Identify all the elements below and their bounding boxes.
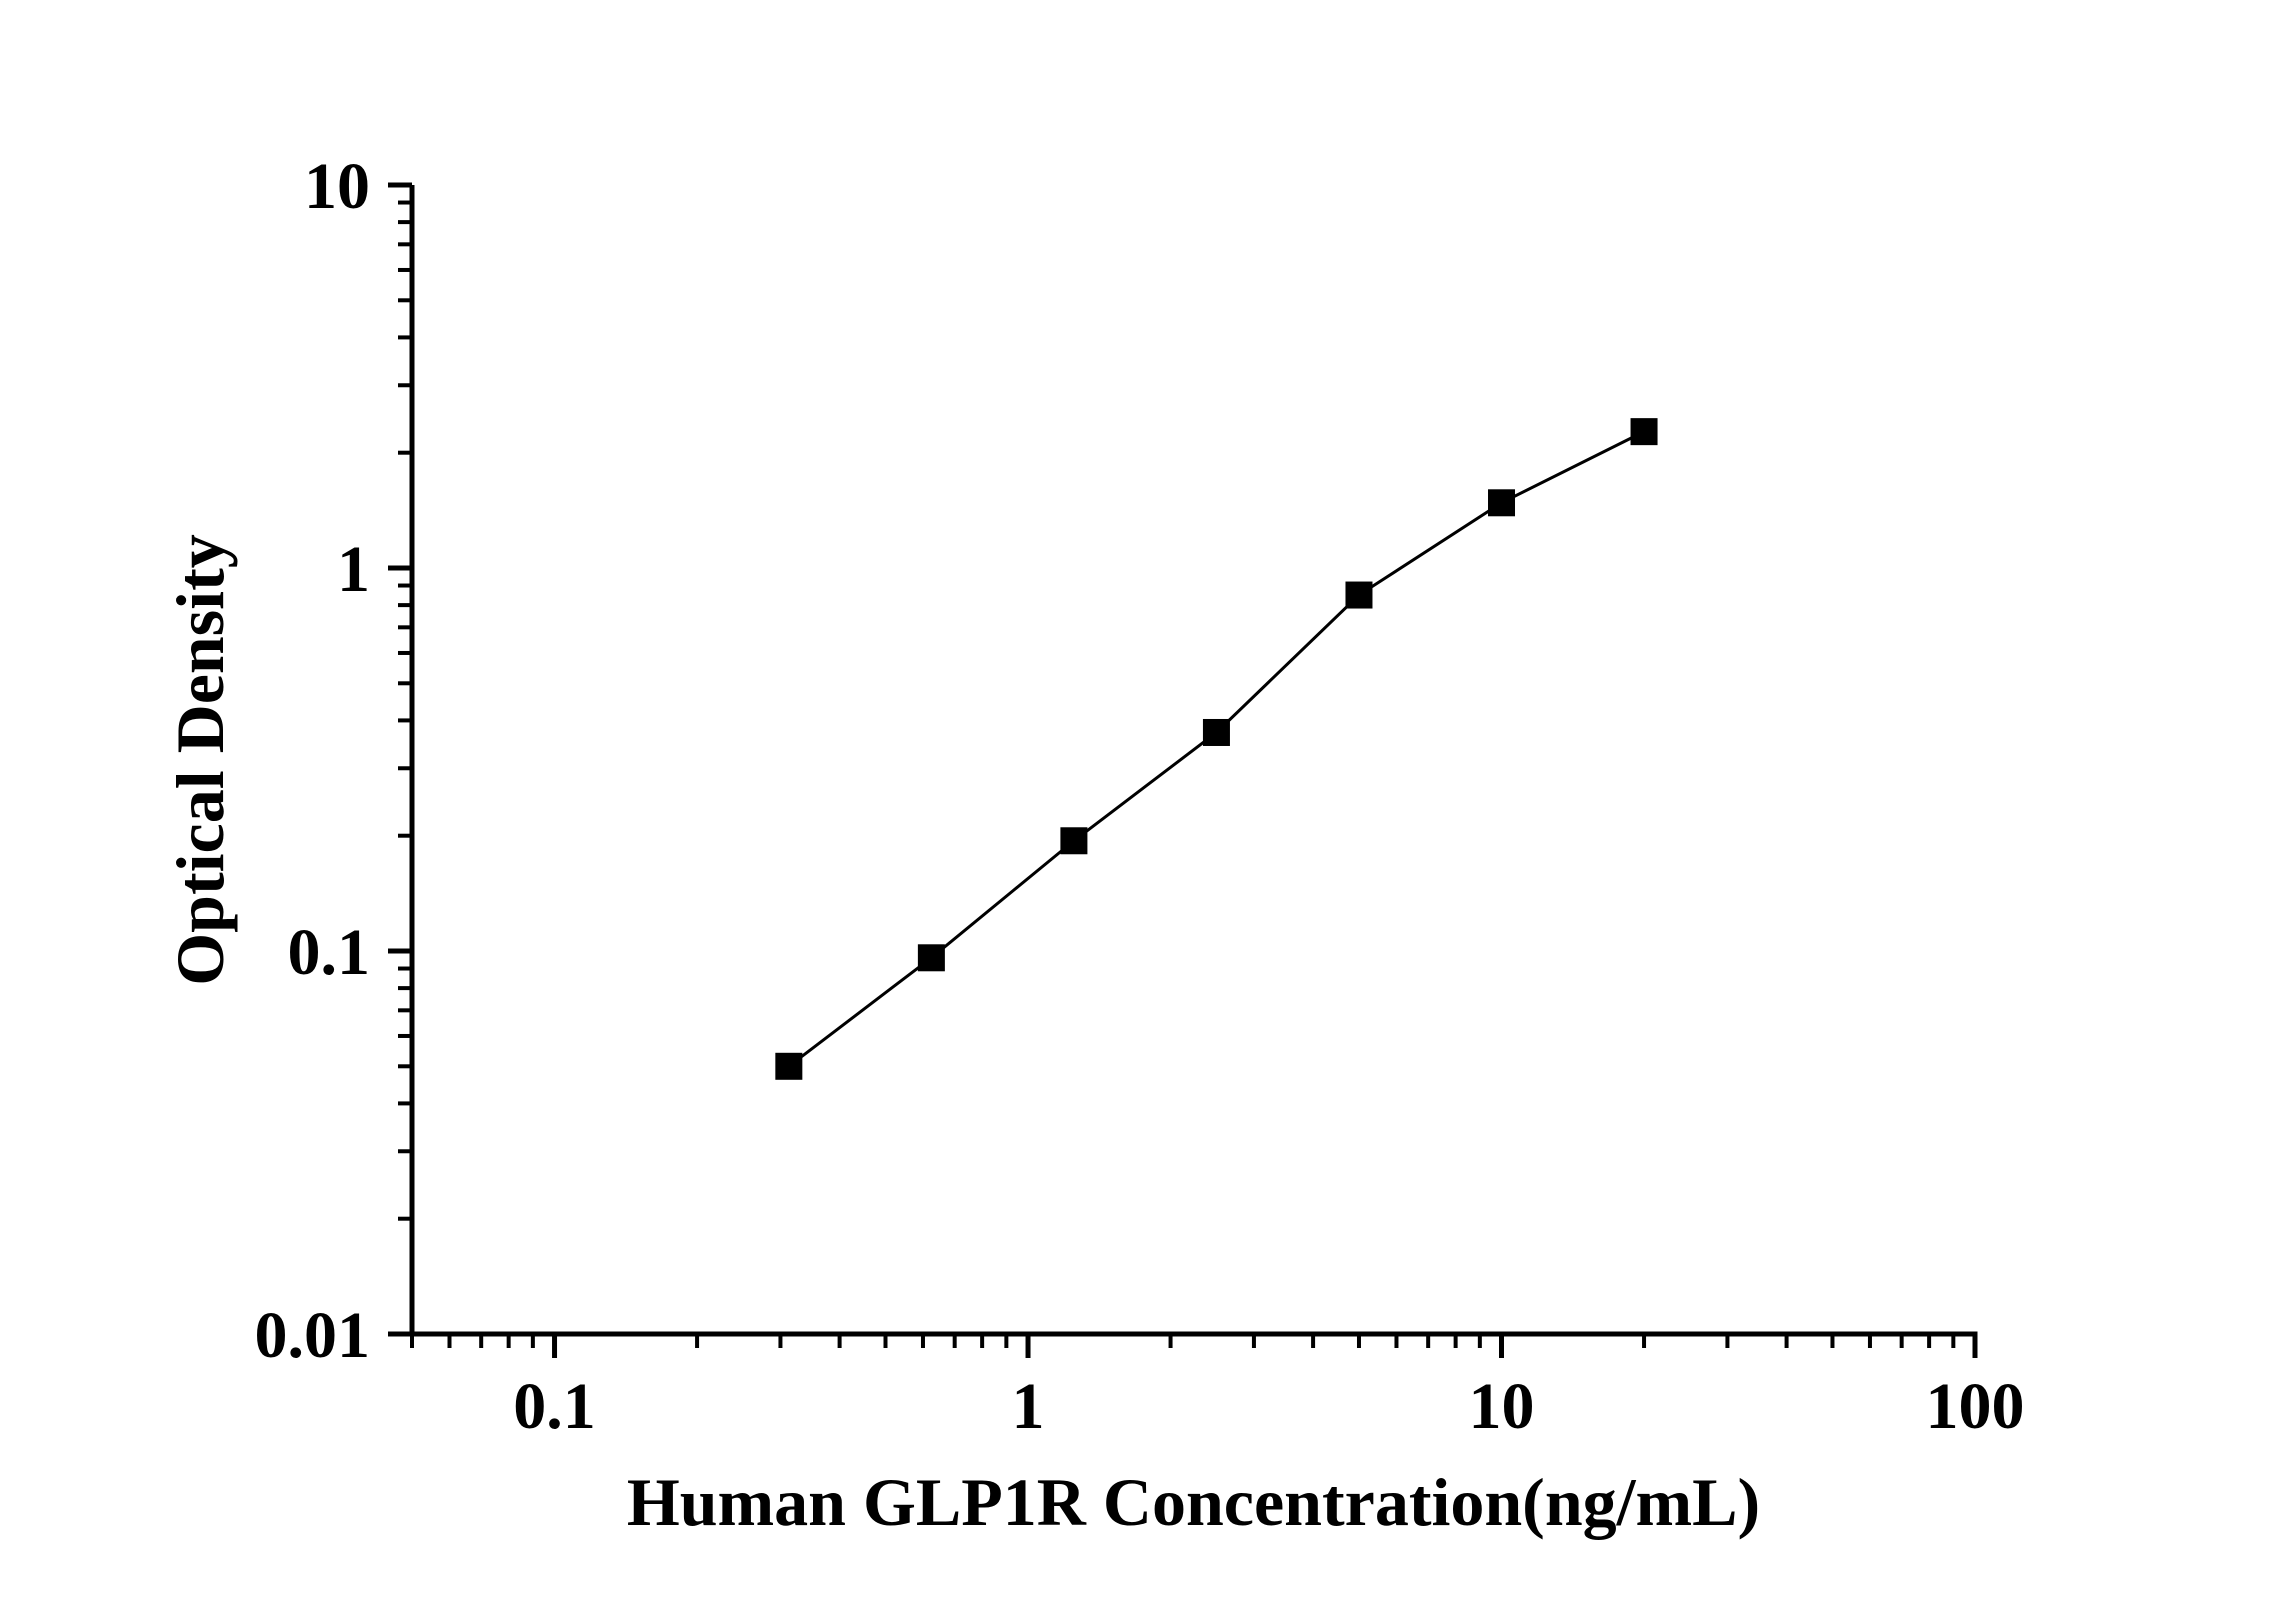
x-axis-title: Human GLP1R Concentration(ng/mL): [626, 1464, 1761, 1540]
data-point-marker: [1345, 581, 1373, 609]
data-point-marker: [1630, 418, 1658, 446]
x-tick-label: 1: [1012, 1370, 1045, 1443]
y-tick-label: 10: [304, 150, 370, 223]
x-tick-label: 100: [1926, 1370, 2025, 1443]
y-tick-label: 1: [337, 533, 370, 606]
data-point-marker: [1488, 489, 1516, 517]
y-axis-title: Optical Density: [162, 534, 238, 986]
x-tick-label: 10: [1469, 1370, 1535, 1443]
data-point-marker: [917, 944, 945, 972]
data-point-marker: [775, 1052, 803, 1080]
x-tick-label: 0.1: [513, 1370, 596, 1443]
standard-curve-line: [787, 430, 1645, 1068]
y-tick-label: 0.01: [255, 1299, 371, 1372]
data-point-marker: [1060, 827, 1088, 855]
data-point-marker: [1202, 718, 1230, 746]
y-tick-label: 0.1: [288, 916, 371, 989]
